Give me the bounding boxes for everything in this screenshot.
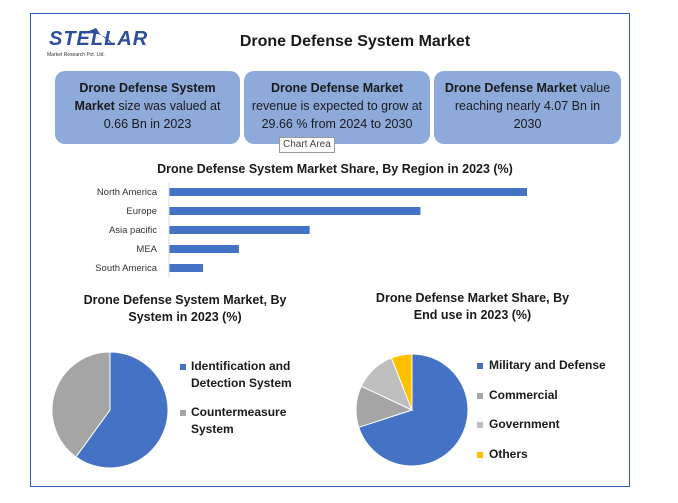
stat-box-growth: Drone Defense Market revenue is expected…	[244, 71, 430, 144]
region-tick-label: South America	[95, 263, 157, 274]
region-bar	[169, 264, 204, 272]
system-legend-label: Identification and	[191, 359, 290, 373]
region-tick-label: North America	[97, 187, 158, 198]
region-bar	[169, 207, 421, 215]
stat-text: revenue is expected to grow at 29.66 % f…	[251, 99, 423, 131]
system-legend-label: Detection System	[191, 376, 292, 390]
stellar-logo: STELLAR Market Research Pvt. Ltd.	[45, 22, 147, 62]
enduse-pie-slice	[358, 353, 469, 467]
stat-text: value reaching nearly 4.07 Bn in 2030	[454, 81, 611, 131]
enduse-legend-swatch	[477, 393, 483, 399]
enduse-pie-slice	[390, 353, 413, 411]
enduse-legend-label: Military and Defense	[489, 358, 606, 372]
page-title: Drone Defense System Market	[239, 33, 471, 50]
region-chart-title: Drone Defense System Market Share, By Re…	[157, 162, 513, 176]
stat-box-value: Drone Defense Market value reaching near…	[434, 71, 621, 144]
enduse-legend-label: Commercial	[489, 388, 558, 402]
enduse-chart-title: Drone Defense Market Share, By End use i…	[375, 291, 570, 322]
system-pie-slice	[75, 351, 169, 469]
system-legend-label: Countermeasure	[191, 405, 287, 419]
stat-text: size was valued at 0.66 Bn in 2023	[103, 99, 221, 131]
system-legend-label: System	[191, 422, 234, 436]
region-tick-label: Asia pacific	[109, 225, 157, 236]
system-pie-slice	[51, 351, 111, 458]
region-tick-label: MEA	[136, 244, 157, 255]
system-legend-swatch	[180, 364, 186, 370]
system-chart-title: Drone Defense System Market, By System i…	[83, 293, 287, 324]
region-tick-label: Europe	[126, 206, 157, 217]
logo-tagline: Market Research Pvt. Ltd.	[47, 52, 105, 58]
stat-box-size: Drone Defense System Market size was val…	[55, 71, 240, 144]
enduse-legend-label: Others	[489, 447, 528, 461]
enduse-legend-swatch	[477, 422, 483, 428]
logo-arrow-icon	[82, 28, 114, 46]
region-bar	[169, 245, 239, 253]
logo-wordmark: STELLAR	[49, 28, 149, 50]
enduse-legend-swatch	[477, 363, 483, 369]
stat-bold: Drone Defense System Market	[74, 81, 216, 113]
stat-bold: Drone Defense Market	[444, 81, 577, 95]
enduse-legend-label: Government	[489, 417, 560, 431]
region-bar	[169, 226, 310, 234]
chart-area-tooltip: Chart Area	[279, 137, 335, 153]
stat-bold: Drone Defense Market	[271, 81, 403, 95]
region-bar	[169, 188, 527, 196]
enduse-legend-swatch	[477, 452, 483, 458]
system-legend-swatch	[180, 410, 186, 416]
infographic-frame	[30, 13, 630, 487]
